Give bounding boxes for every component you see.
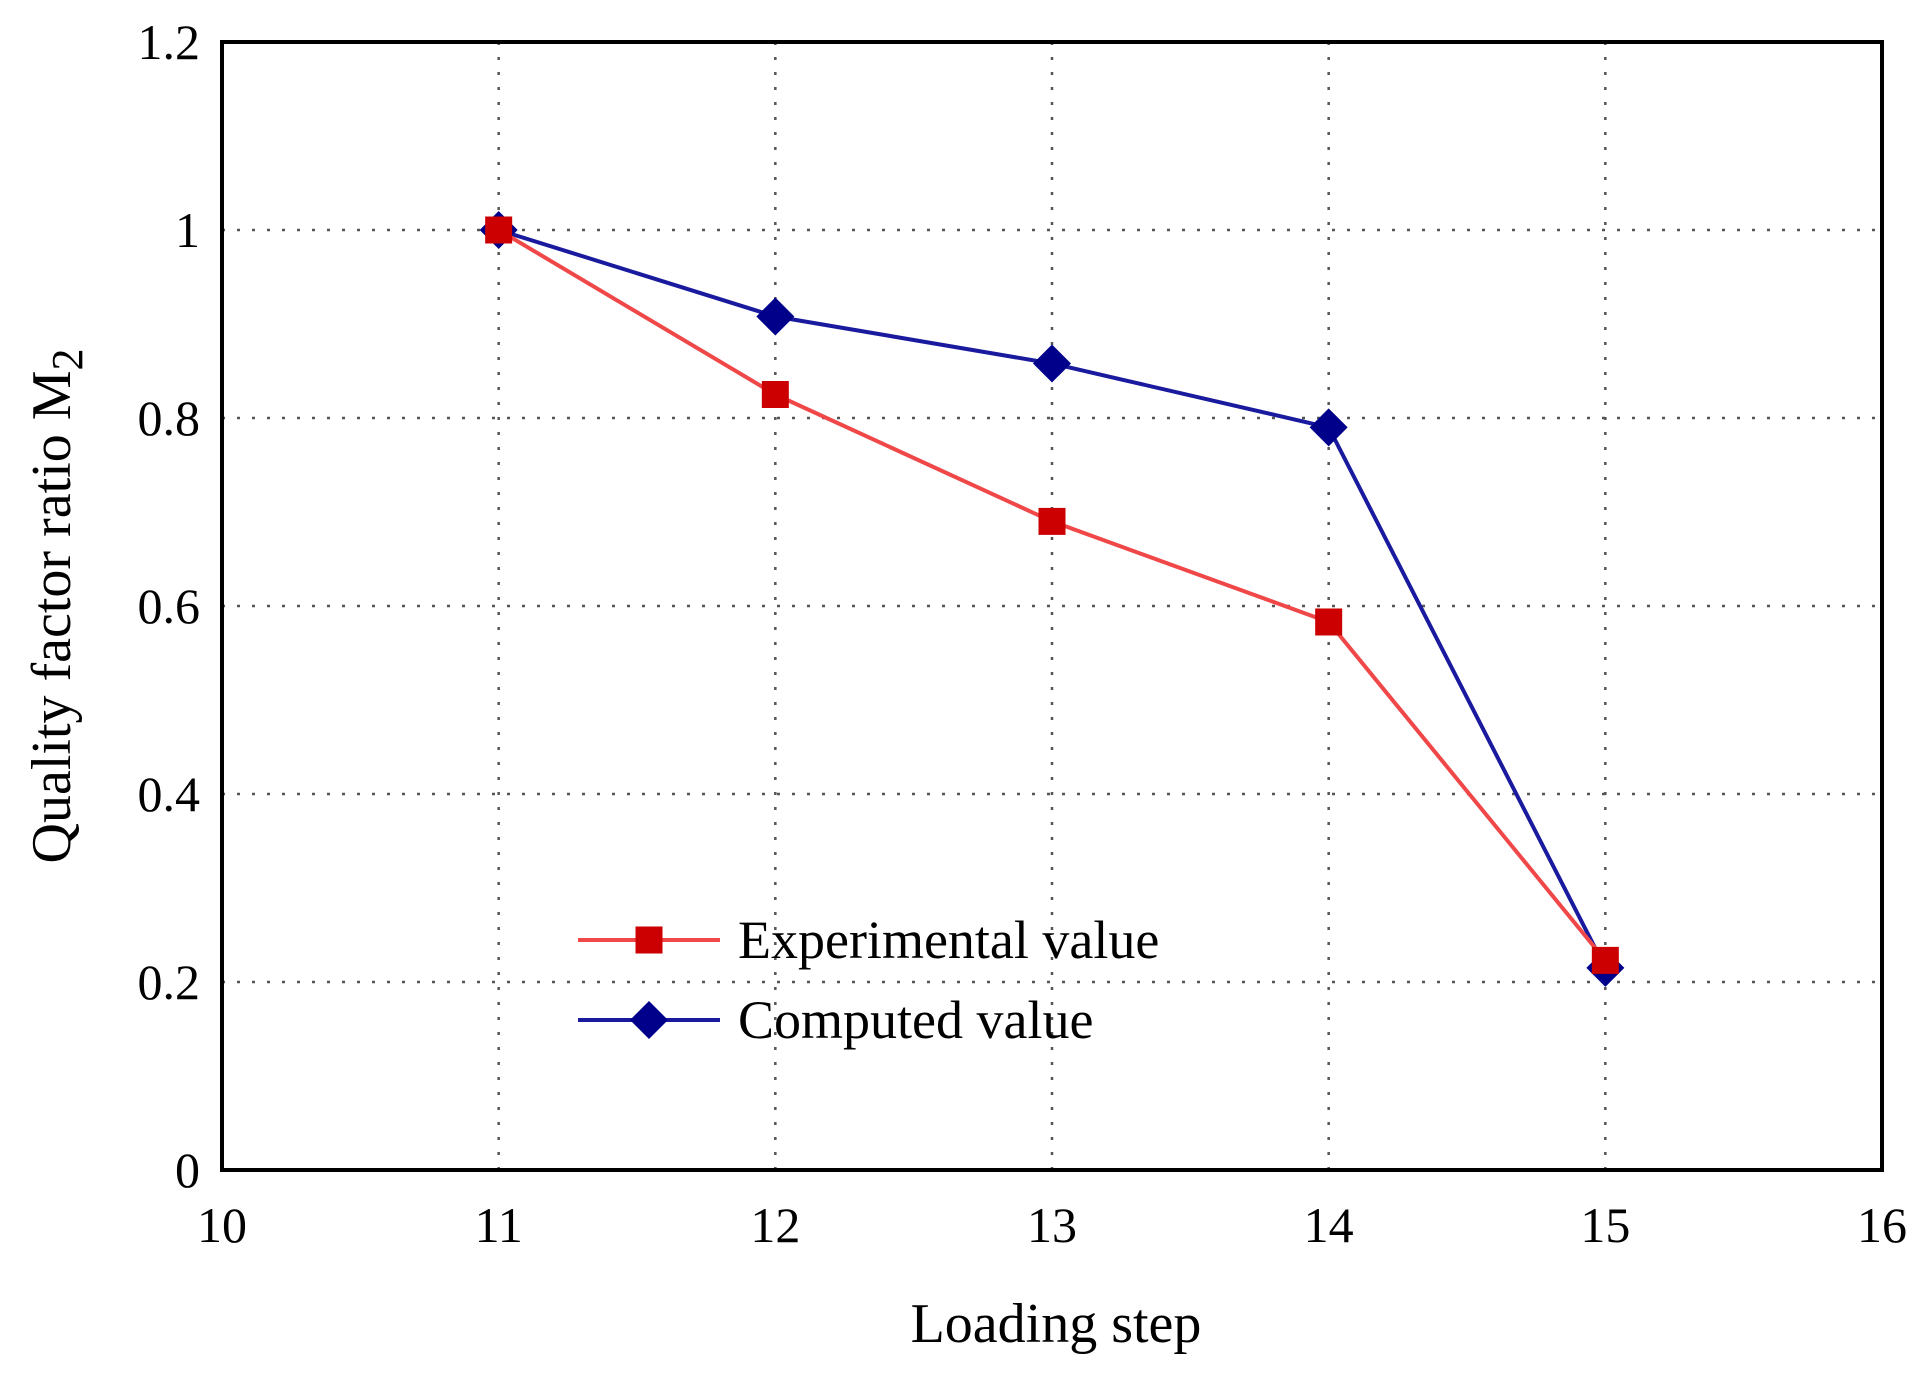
svg-text:Quality factor ratio M2: Quality factor ratio M2 xyxy=(21,349,92,864)
data-point-experimental xyxy=(1315,608,1343,636)
y-tick-label: 1 xyxy=(175,202,200,258)
y-tick-label: 0.8 xyxy=(138,390,201,446)
data-point-experimental xyxy=(761,381,789,408)
data-point-experimental xyxy=(485,216,513,244)
x-tick-label: 14 xyxy=(1304,1197,1354,1253)
x-tick-label: 13 xyxy=(1027,1197,1077,1253)
y-tick-label: 0.4 xyxy=(138,766,201,822)
data-point-experimental xyxy=(1591,946,1619,974)
y-tick-label: 1.2 xyxy=(138,14,201,70)
x-tick-label: 10 xyxy=(197,1197,247,1253)
series-experimental xyxy=(485,216,1619,974)
x-tick-label: 15 xyxy=(1580,1197,1630,1253)
x-tick-label: 11 xyxy=(475,1197,523,1253)
x-axis-title: Loading step xyxy=(911,1293,1202,1355)
legend-marker-experimental xyxy=(635,926,663,954)
legend: Experimental value Computed value xyxy=(578,910,1159,1050)
x-tick-label: 16 xyxy=(1857,1197,1907,1253)
legend-label-experimental: Experimental value xyxy=(738,910,1159,970)
y-axis-title-subscript: 2 xyxy=(43,349,92,371)
data-point-computed xyxy=(1309,408,1348,447)
data-point-experimental xyxy=(1038,507,1066,535)
y-tick-label: 0.2 xyxy=(138,954,201,1010)
series-line-experimental xyxy=(497,228,1607,962)
y-tick-label: 0.6 xyxy=(138,578,201,634)
y-axis-title-main: Quality factor ratio M xyxy=(21,371,83,864)
y-axis-title: Quality factor ratio M2 xyxy=(21,349,92,864)
data-point-computed xyxy=(1033,344,1071,383)
tick-labels: 10 11 12 13 14 15 16 0 0.2 0.4 0.6 0.8 1 1.2 xyxy=(138,14,1908,1253)
plot-frame xyxy=(220,40,1884,1172)
y-tick-label: 0 xyxy=(175,1142,200,1198)
legend-label-computed: Computed value xyxy=(738,990,1093,1050)
legend-marker-computed xyxy=(630,1001,668,1039)
data-point-computed xyxy=(756,297,795,336)
series-layer xyxy=(479,211,1625,987)
x-tick-label: 12 xyxy=(750,1197,800,1253)
